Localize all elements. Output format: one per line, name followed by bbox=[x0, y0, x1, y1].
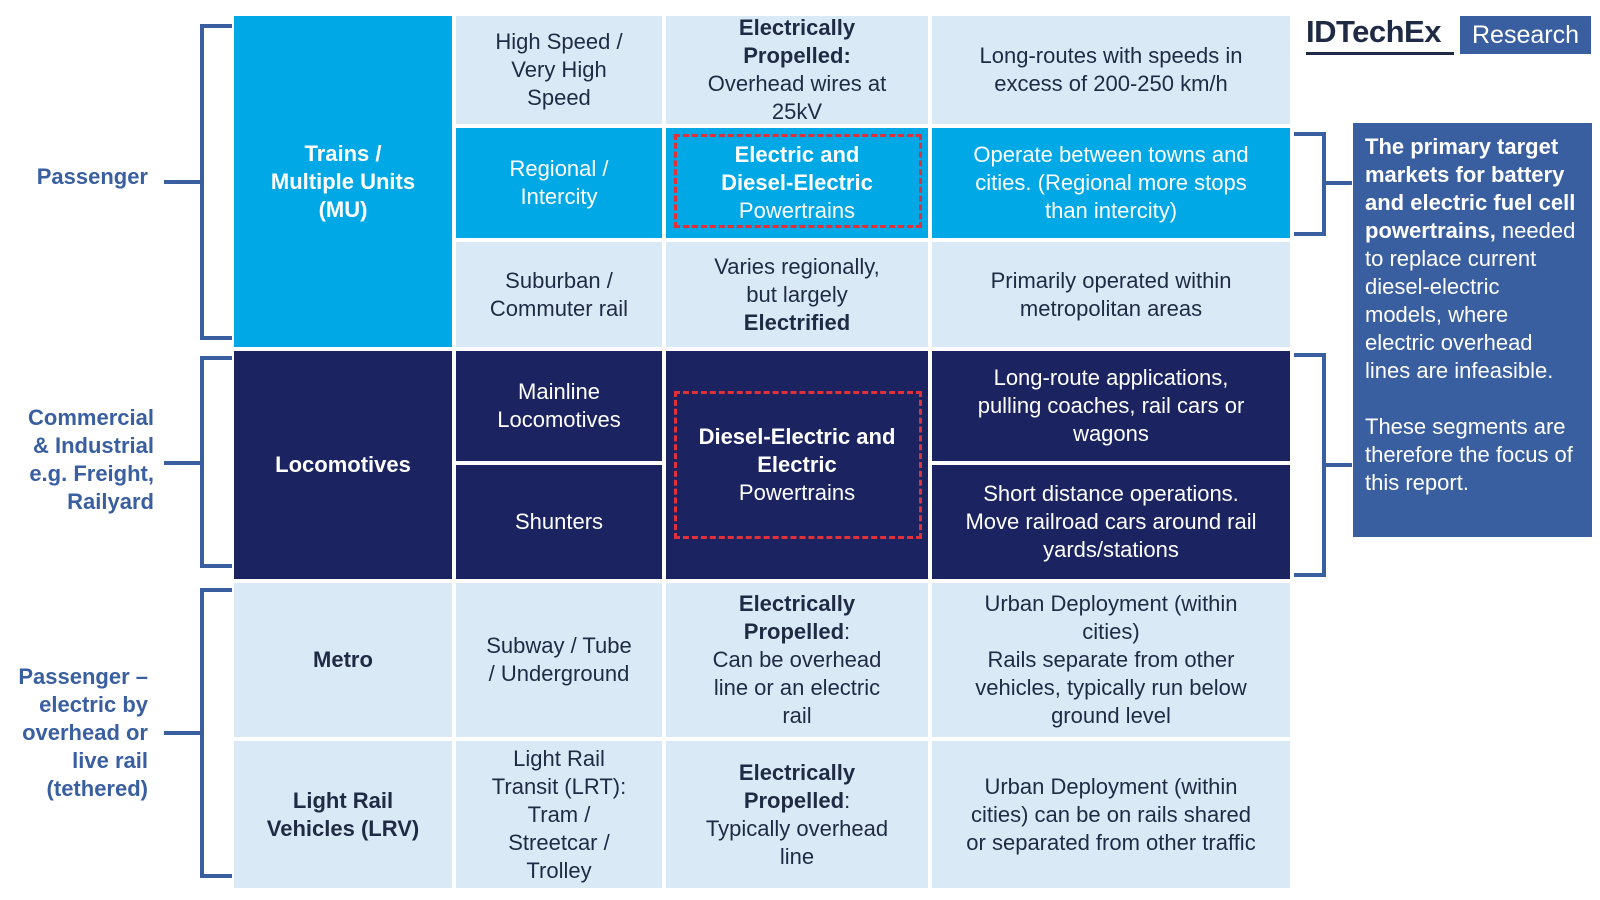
target-bracket-locomotives bbox=[1294, 353, 1326, 577]
description-high-speed: Long-routes with speeds in excess of 200… bbox=[932, 16, 1290, 124]
segment-bracket-commercial bbox=[200, 356, 232, 568]
segment-tick-tethered bbox=[164, 731, 202, 735]
note-bold-text: The primary target markets for battery a… bbox=[1365, 134, 1576, 243]
description-mainline: Long-route applications, pulling coaches… bbox=[932, 351, 1290, 461]
powertrain-suburban-text: Varies regionally, but largely bbox=[714, 253, 880, 307]
subtype-light-rail-transit: Light Rail Transit (LRT): Tram / Streetc… bbox=[456, 741, 662, 888]
powertrain-locomotives: Diesel-Electric and Electric Powertrains bbox=[666, 351, 928, 579]
powertrain-suburban-bold: Electrified bbox=[743, 309, 851, 335]
powertrain-light-rail-text: : Typically overhead line bbox=[705, 787, 889, 869]
segment-bracket-tethered bbox=[200, 588, 232, 878]
subtype-regional-intercity: Regional / Intercity bbox=[456, 128, 662, 238]
category-metro: Metro bbox=[234, 583, 452, 737]
target-tick-locomotives bbox=[1324, 463, 1352, 467]
target-bracket-regional bbox=[1294, 132, 1326, 236]
category-light-rail-vehicles: Light Rail Vehicles (LRV) bbox=[234, 741, 452, 888]
powertrain-metro-bold: Electrically Propelled bbox=[738, 591, 856, 644]
description-shunters: Short distance operations. Move railroad… bbox=[932, 465, 1290, 579]
target-tick-regional bbox=[1324, 181, 1352, 185]
powertrain-metro: Electrically Propelled: Can be overhead … bbox=[666, 583, 928, 737]
segment-bracket-passenger bbox=[200, 24, 232, 340]
segment-label-passenger: Passenger bbox=[36, 164, 148, 189]
category-locomotives: Locomotives bbox=[234, 351, 452, 579]
powertrain-regional-text: Powertrains bbox=[738, 198, 856, 223]
description-suburban: Primarily operated within metropolitan a… bbox=[932, 242, 1290, 347]
description-light-rail: Urban Deployment (within cities) can be … bbox=[932, 741, 1290, 888]
brand-logo-text: IDTechEx bbox=[1306, 14, 1441, 49]
powertrain-high-speed-bold: Electrically Propelled: bbox=[738, 15, 856, 68]
segment-tick-commercial bbox=[164, 461, 202, 465]
segment-label-tethered: Passenger – electric by overhead or live… bbox=[18, 664, 148, 801]
note-focus-text: These segments are therefore the focus o… bbox=[1365, 414, 1573, 495]
segment-label-commercial: Commercial & Industrial e.g. Freight, Ra… bbox=[28, 405, 154, 514]
powertrain-suburban: Varies regionally, but largely Electrifi… bbox=[666, 242, 928, 347]
powertrain-metro-text: : Can be overhead line or an electric ra… bbox=[712, 619, 882, 728]
segment-tick-passenger bbox=[164, 180, 202, 184]
brand-research-badge: Research bbox=[1460, 16, 1591, 54]
powertrain-light-rail: Electrically Propelled: Typically overhe… bbox=[666, 741, 928, 888]
powertrain-regional: Electric and Diesel-Electric Powertrains bbox=[666, 128, 928, 238]
subtype-suburban-commuter: Suburban / Commuter rail bbox=[456, 242, 662, 347]
powertrain-light-rail-bold: Electrically Propelled bbox=[738, 759, 856, 813]
subtype-high-speed: High Speed / Very High Speed bbox=[456, 16, 662, 124]
note-text: needed to replace current diesel-electri… bbox=[1365, 218, 1576, 383]
description-metro: Urban Deployment (within cities) Rails s… bbox=[932, 583, 1290, 737]
powertrain-regional-bold: Electric and Diesel-Electric bbox=[721, 142, 873, 195]
description-regional: Operate between towns and cities. (Regio… bbox=[932, 128, 1290, 238]
subtype-shunters: Shunters bbox=[456, 465, 662, 579]
powertrain-locomotives-bold: Diesel-Electric and Electric bbox=[698, 424, 896, 477]
target-market-note: The primary target markets for battery a… bbox=[1353, 123, 1592, 537]
powertrain-locomotives-text: Powertrains bbox=[738, 480, 856, 505]
brand-logo-underline bbox=[1306, 52, 1454, 55]
category-trains-multiple-units: Trains / Multiple Units (MU) bbox=[234, 16, 452, 347]
powertrain-high-speed-text: Overhead wires at 25kV bbox=[707, 71, 887, 124]
powertrain-high-speed: Electrically Propelled: Overhead wires a… bbox=[666, 15, 928, 124]
subtype-mainline-locomotives: Mainline Locomotives bbox=[456, 351, 662, 461]
subtype-subway-tube: Subway / Tube / Underground bbox=[456, 583, 662, 737]
